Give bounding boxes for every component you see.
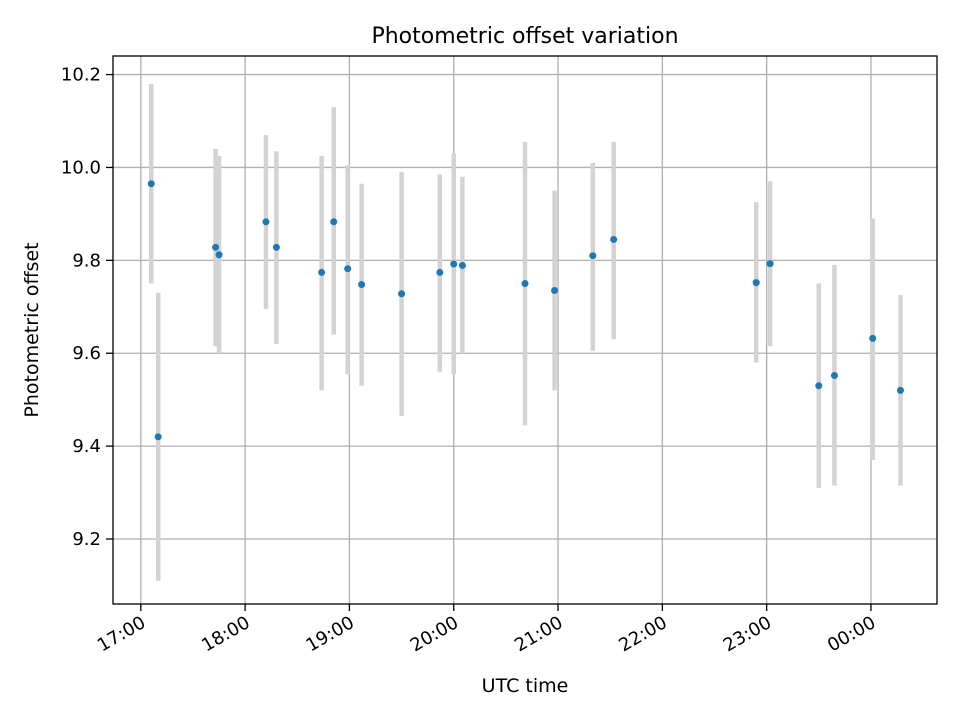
y-tick-label: 9.4 xyxy=(72,436,101,457)
data-point xyxy=(869,334,877,342)
data-point xyxy=(318,268,326,276)
y-axis-label: Photometric offset xyxy=(21,242,43,417)
data-point xyxy=(458,261,466,269)
data-point xyxy=(215,251,223,259)
data-point xyxy=(551,287,559,295)
data-point xyxy=(610,235,618,243)
data-point xyxy=(272,243,280,251)
y-tick-label: 9.2 xyxy=(72,529,101,550)
data-point xyxy=(521,280,529,288)
y-tick-label: 9.8 xyxy=(72,250,101,271)
data-point xyxy=(815,382,823,390)
data-point xyxy=(589,252,597,260)
data-point xyxy=(330,218,338,226)
x-axis-label: UTC time xyxy=(482,675,569,697)
y-axis-ticks: 9.2 9.4 9.6 9.8 10.0 10.2 xyxy=(61,65,113,550)
data-point xyxy=(147,180,155,188)
data-points xyxy=(147,180,904,441)
data-point xyxy=(752,279,760,287)
chart-title: Photometric offset variation xyxy=(371,24,678,49)
plot-frame xyxy=(112,55,938,605)
y-tick-label: 10.2 xyxy=(61,65,101,86)
data-point xyxy=(830,372,838,380)
data-point xyxy=(212,243,220,251)
data-point xyxy=(436,268,444,276)
data-point xyxy=(262,218,270,226)
y-tick-label: 9.6 xyxy=(72,343,101,364)
y-tick-label: 10.0 xyxy=(61,157,101,178)
data-point xyxy=(344,265,352,273)
data-point xyxy=(896,386,904,394)
data-point xyxy=(766,260,774,268)
data-point xyxy=(154,433,162,441)
data-point xyxy=(398,290,406,298)
data-point xyxy=(450,260,458,268)
data-point xyxy=(358,280,366,288)
